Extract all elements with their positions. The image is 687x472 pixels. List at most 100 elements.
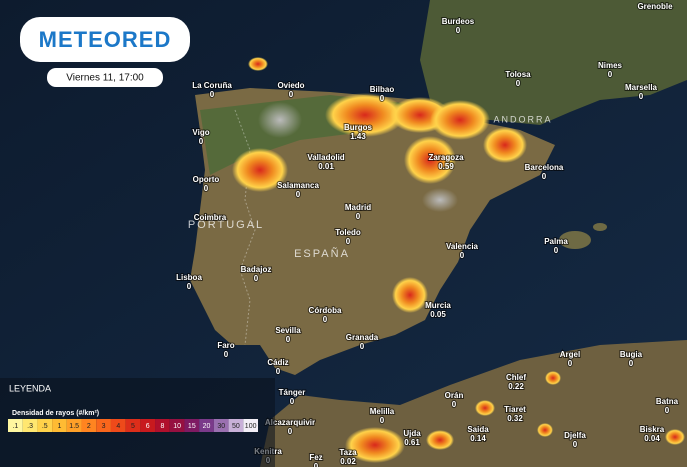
city-value: 0 — [323, 315, 328, 324]
date: Viernes 11, 17:00 — [66, 73, 144, 84]
storm-cell — [665, 429, 685, 445]
city-name: Salamanca — [277, 181, 319, 190]
city-value: 0 — [460, 251, 465, 260]
legend-swatch — [169, 419, 185, 432]
city-value: 0 — [204, 184, 209, 193]
legend-swatch — [37, 419, 53, 432]
legend-label: 2 — [87, 423, 91, 430]
city-value: 0.04 — [644, 434, 660, 443]
storm-cell — [430, 100, 490, 140]
city-value: 0.01 — [318, 162, 334, 171]
legend-label: .1 — [12, 423, 18, 430]
city-name: Vigo — [192, 128, 209, 137]
city-value: 0.59 — [438, 162, 454, 171]
city-name: Biskra — [640, 425, 665, 434]
city-name: Taza — [339, 448, 357, 457]
legend-label: 8 — [160, 423, 164, 430]
city-name: Ujda — [403, 429, 421, 438]
city-name: Nimes — [598, 61, 623, 70]
storms — [232, 57, 685, 463]
city-name: Grenoble — [637, 2, 673, 11]
city-value: 0 — [210, 90, 215, 99]
legend-swatch — [8, 419, 23, 432]
city-value: 0 — [346, 237, 351, 246]
city-value: 0 — [199, 137, 204, 146]
storm-cell — [426, 430, 454, 450]
city-value: 0 — [573, 440, 578, 449]
city-value: 0.22 — [508, 382, 524, 391]
city-value: 0 — [554, 246, 559, 255]
legend-swatch — [140, 419, 156, 432]
city-value: 0 — [629, 359, 634, 368]
city-value: 0 — [380, 94, 385, 103]
city-name: Bilbao — [370, 85, 395, 94]
storm-cell — [232, 148, 288, 192]
city-value: 0 — [288, 427, 293, 436]
city-value: 0.61 — [404, 438, 420, 447]
legend-label: 15 — [188, 423, 196, 430]
storm-cell — [483, 127, 527, 163]
city-name: Tiaret — [504, 405, 526, 414]
city-value: 0 — [516, 79, 521, 88]
city-name: La Coruña — [192, 81, 232, 90]
city-value: 0 — [608, 70, 613, 79]
city-name: Lisboa — [176, 273, 202, 282]
legend-swatch — [110, 419, 126, 432]
legend-swatch — [66, 419, 82, 432]
city-value: 0.02 — [340, 457, 356, 466]
city-name: Toledo — [335, 228, 361, 237]
city-value: 0 — [314, 462, 319, 467]
city-name: Bugia — [620, 350, 643, 359]
city-value: 0 — [360, 342, 365, 351]
logo: METEORED — [39, 27, 172, 52]
legend-swatch — [81, 419, 97, 432]
legend-title: LEYENDA — [9, 383, 51, 393]
city-name: Palma — [544, 237, 568, 246]
city-name: Barcelona — [525, 163, 564, 172]
legend-swatch — [22, 419, 38, 432]
legend-swatch — [199, 419, 214, 432]
city-value: 0 — [542, 172, 547, 181]
region-label: ESPAÑA — [294, 247, 350, 260]
city-value: 0.05 — [430, 310, 446, 319]
legend-label: 100 — [245, 423, 257, 430]
legend-swatch — [96, 419, 111, 432]
logo-box — [20, 17, 190, 62]
city-name: Madrid — [345, 203, 371, 212]
legend-swatch — [213, 419, 229, 432]
city-name: Murcia — [425, 301, 451, 310]
cloud-cell — [422, 188, 458, 212]
legend-label: .5 — [42, 423, 48, 430]
storm-cell — [345, 427, 405, 463]
city-value: 0 — [289, 90, 294, 99]
legend-swatch — [125, 419, 141, 432]
city-name: Saida — [467, 425, 489, 434]
legend-label: 3 — [102, 423, 106, 430]
city-value: 0 — [456, 26, 461, 35]
legend-swatch — [228, 419, 244, 432]
storm-cell — [537, 423, 553, 437]
city-name: Burgos — [344, 123, 373, 132]
city-value: 0 — [356, 212, 361, 221]
legend-subtitle: Densidad de rayos (#/km²) — [12, 410, 99, 417]
city-name: Valladolid — [307, 153, 344, 162]
legend-label: 50 — [232, 423, 240, 430]
city-value: 0 — [286, 335, 291, 344]
island-menorca — [593, 223, 607, 231]
city-value: 0.14 — [470, 434, 486, 443]
date-box — [47, 68, 163, 87]
city-name: Djelfa — [564, 431, 586, 440]
city-name: Marsella — [625, 83, 658, 92]
region-label: PORTUGAL — [188, 219, 264, 231]
city-name: Valencia — [446, 242, 479, 251]
city-name: Oporto — [193, 175, 220, 184]
cloud-cell — [258, 102, 302, 138]
legend-label: 10 — [173, 423, 181, 430]
storm-cell — [248, 57, 268, 71]
legend-swatch — [184, 419, 200, 432]
city-name: Tánger — [279, 388, 306, 397]
land-france — [420, 0, 687, 125]
legend-label: 20 — [203, 423, 211, 430]
legend-label: 1.5 — [69, 423, 79, 430]
city-name: Orán — [445, 391, 464, 400]
